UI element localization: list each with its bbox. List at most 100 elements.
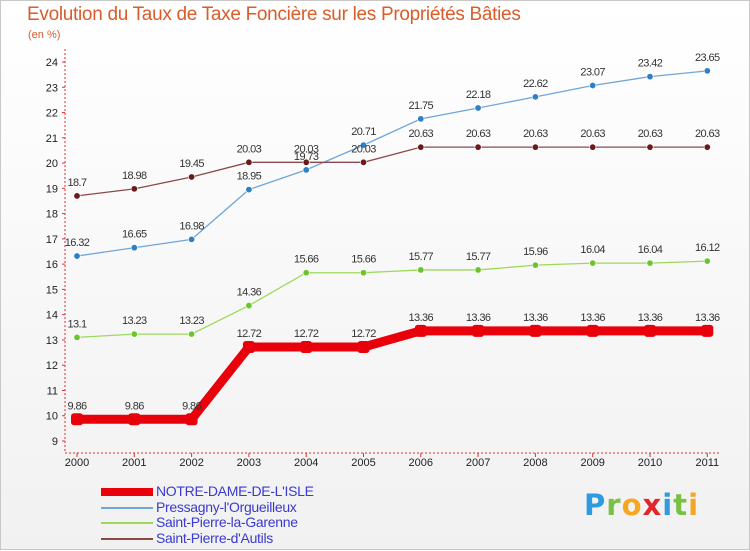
data-point	[531, 143, 539, 151]
logo-letter: P	[584, 488, 607, 522]
logo-letter: t	[673, 488, 689, 522]
data-point	[586, 324, 599, 337]
data-point	[73, 252, 81, 260]
y-tick-label: 16	[46, 259, 58, 271]
data-point	[302, 158, 310, 166]
data-label: 12.72	[351, 328, 376, 340]
x-tick-label: 2009	[580, 457, 604, 469]
logo-letter: i	[662, 488, 674, 522]
data-point	[242, 341, 255, 354]
data-point	[703, 257, 711, 265]
data-point	[646, 259, 654, 267]
data-point	[130, 244, 138, 252]
data-point	[73, 333, 81, 341]
data-point	[359, 269, 367, 277]
data-point	[188, 235, 196, 243]
data-label: 13.1	[67, 318, 86, 330]
data-point	[414, 324, 427, 337]
data-point	[300, 341, 313, 354]
x-tick-label: 2003	[237, 457, 261, 469]
legend-label: Pressagny-l'Orgueilleux	[156, 498, 297, 515]
y-tick-label: 9	[52, 436, 58, 448]
data-point	[185, 413, 198, 426]
y-tick-label: 21	[46, 133, 58, 145]
data-point	[703, 143, 711, 151]
data-point	[71, 413, 83, 426]
data-label: 13.36	[409, 312, 434, 324]
data-point	[130, 330, 138, 338]
data-point	[646, 143, 654, 151]
data-label: 19.45	[179, 158, 204, 170]
chart-title: Evolution du Taux de Taxe Foncière sur l…	[27, 4, 521, 25]
x-tick-label: 2004	[294, 457, 318, 469]
data-label: 13.36	[466, 312, 491, 324]
data-label: 15.96	[523, 246, 548, 258]
data-label: 23.65	[695, 52, 720, 64]
data-label: 18.95	[237, 171, 262, 183]
legend-label: Saint-Pierre-la-Garenne	[156, 514, 298, 530]
data-point	[245, 302, 253, 310]
data-point	[472, 324, 485, 337]
data-point	[589, 81, 597, 89]
data-label: 20.71	[351, 126, 376, 138]
x-tick-label: 2011	[695, 457, 719, 469]
data-label: 12.72	[294, 328, 319, 340]
data-label: 20.63	[580, 128, 605, 140]
data-label: 20.03	[294, 143, 319, 155]
data-point	[357, 341, 370, 354]
data-point	[302, 166, 310, 174]
data-point	[359, 141, 367, 149]
legend-swatch	[101, 537, 153, 540]
data-point	[417, 266, 425, 274]
y-tick-label: 22	[46, 108, 58, 120]
logo-letter: r	[606, 488, 622, 522]
y-tick-label: 18	[46, 209, 58, 221]
y-tick-label: 24	[46, 57, 58, 69]
data-label: 13.23	[179, 315, 204, 327]
x-tick-label: 2010	[638, 457, 662, 469]
data-label: 21.75	[409, 100, 434, 112]
data-label: 13.23	[122, 315, 147, 327]
data-label: 16.65	[122, 229, 147, 241]
data-label: 16.98	[179, 220, 204, 232]
series-line-2	[76, 260, 708, 339]
data-point	[703, 67, 711, 75]
data-point	[245, 158, 253, 166]
legend-label: NOTRE-DAME-DE-L'ISLE	[156, 483, 314, 499]
data-point	[188, 173, 196, 181]
y-tick-label: 11	[47, 385, 58, 397]
data-label: 16.12	[695, 242, 720, 254]
data-label: 18.98	[122, 170, 147, 182]
series-line-1	[76, 70, 708, 257]
unit-label: (en %)	[28, 29, 61, 41]
data-label: 14.36	[237, 287, 262, 299]
data-point	[128, 413, 141, 426]
data-label: 20.03	[237, 143, 262, 155]
y-tick-label: 23	[46, 82, 58, 94]
data-label: 13.36	[523, 312, 548, 324]
data-label: 9.86	[67, 400, 86, 412]
data-label: 20.63	[638, 128, 663, 140]
data-label: 20.63	[466, 128, 491, 140]
data-label: 9.86	[125, 400, 144, 412]
data-point	[302, 269, 310, 277]
x-tick-label: 2007	[466, 457, 490, 469]
data-label: 16.04	[580, 244, 605, 256]
data-point	[359, 158, 367, 166]
legend-label: Saint-Pierre-d'Autils	[156, 529, 273, 546]
data-label: 15.66	[294, 254, 319, 266]
data-point	[188, 330, 196, 338]
y-tick-label: 17	[46, 234, 58, 246]
data-label: 9.86	[182, 400, 201, 412]
y-tick-label: 12	[46, 360, 58, 372]
x-tick-label: 2008	[523, 457, 547, 469]
x-tick-label: 2005	[351, 457, 375, 469]
series-line-0	[72, 326, 712, 424]
data-point	[417, 143, 425, 151]
logo-letter: x	[642, 488, 663, 522]
data-label: 20.63	[409, 128, 434, 140]
data-point	[701, 324, 714, 337]
y-tick-label: 19	[46, 183, 58, 195]
y-tick-label: 13	[46, 335, 58, 347]
